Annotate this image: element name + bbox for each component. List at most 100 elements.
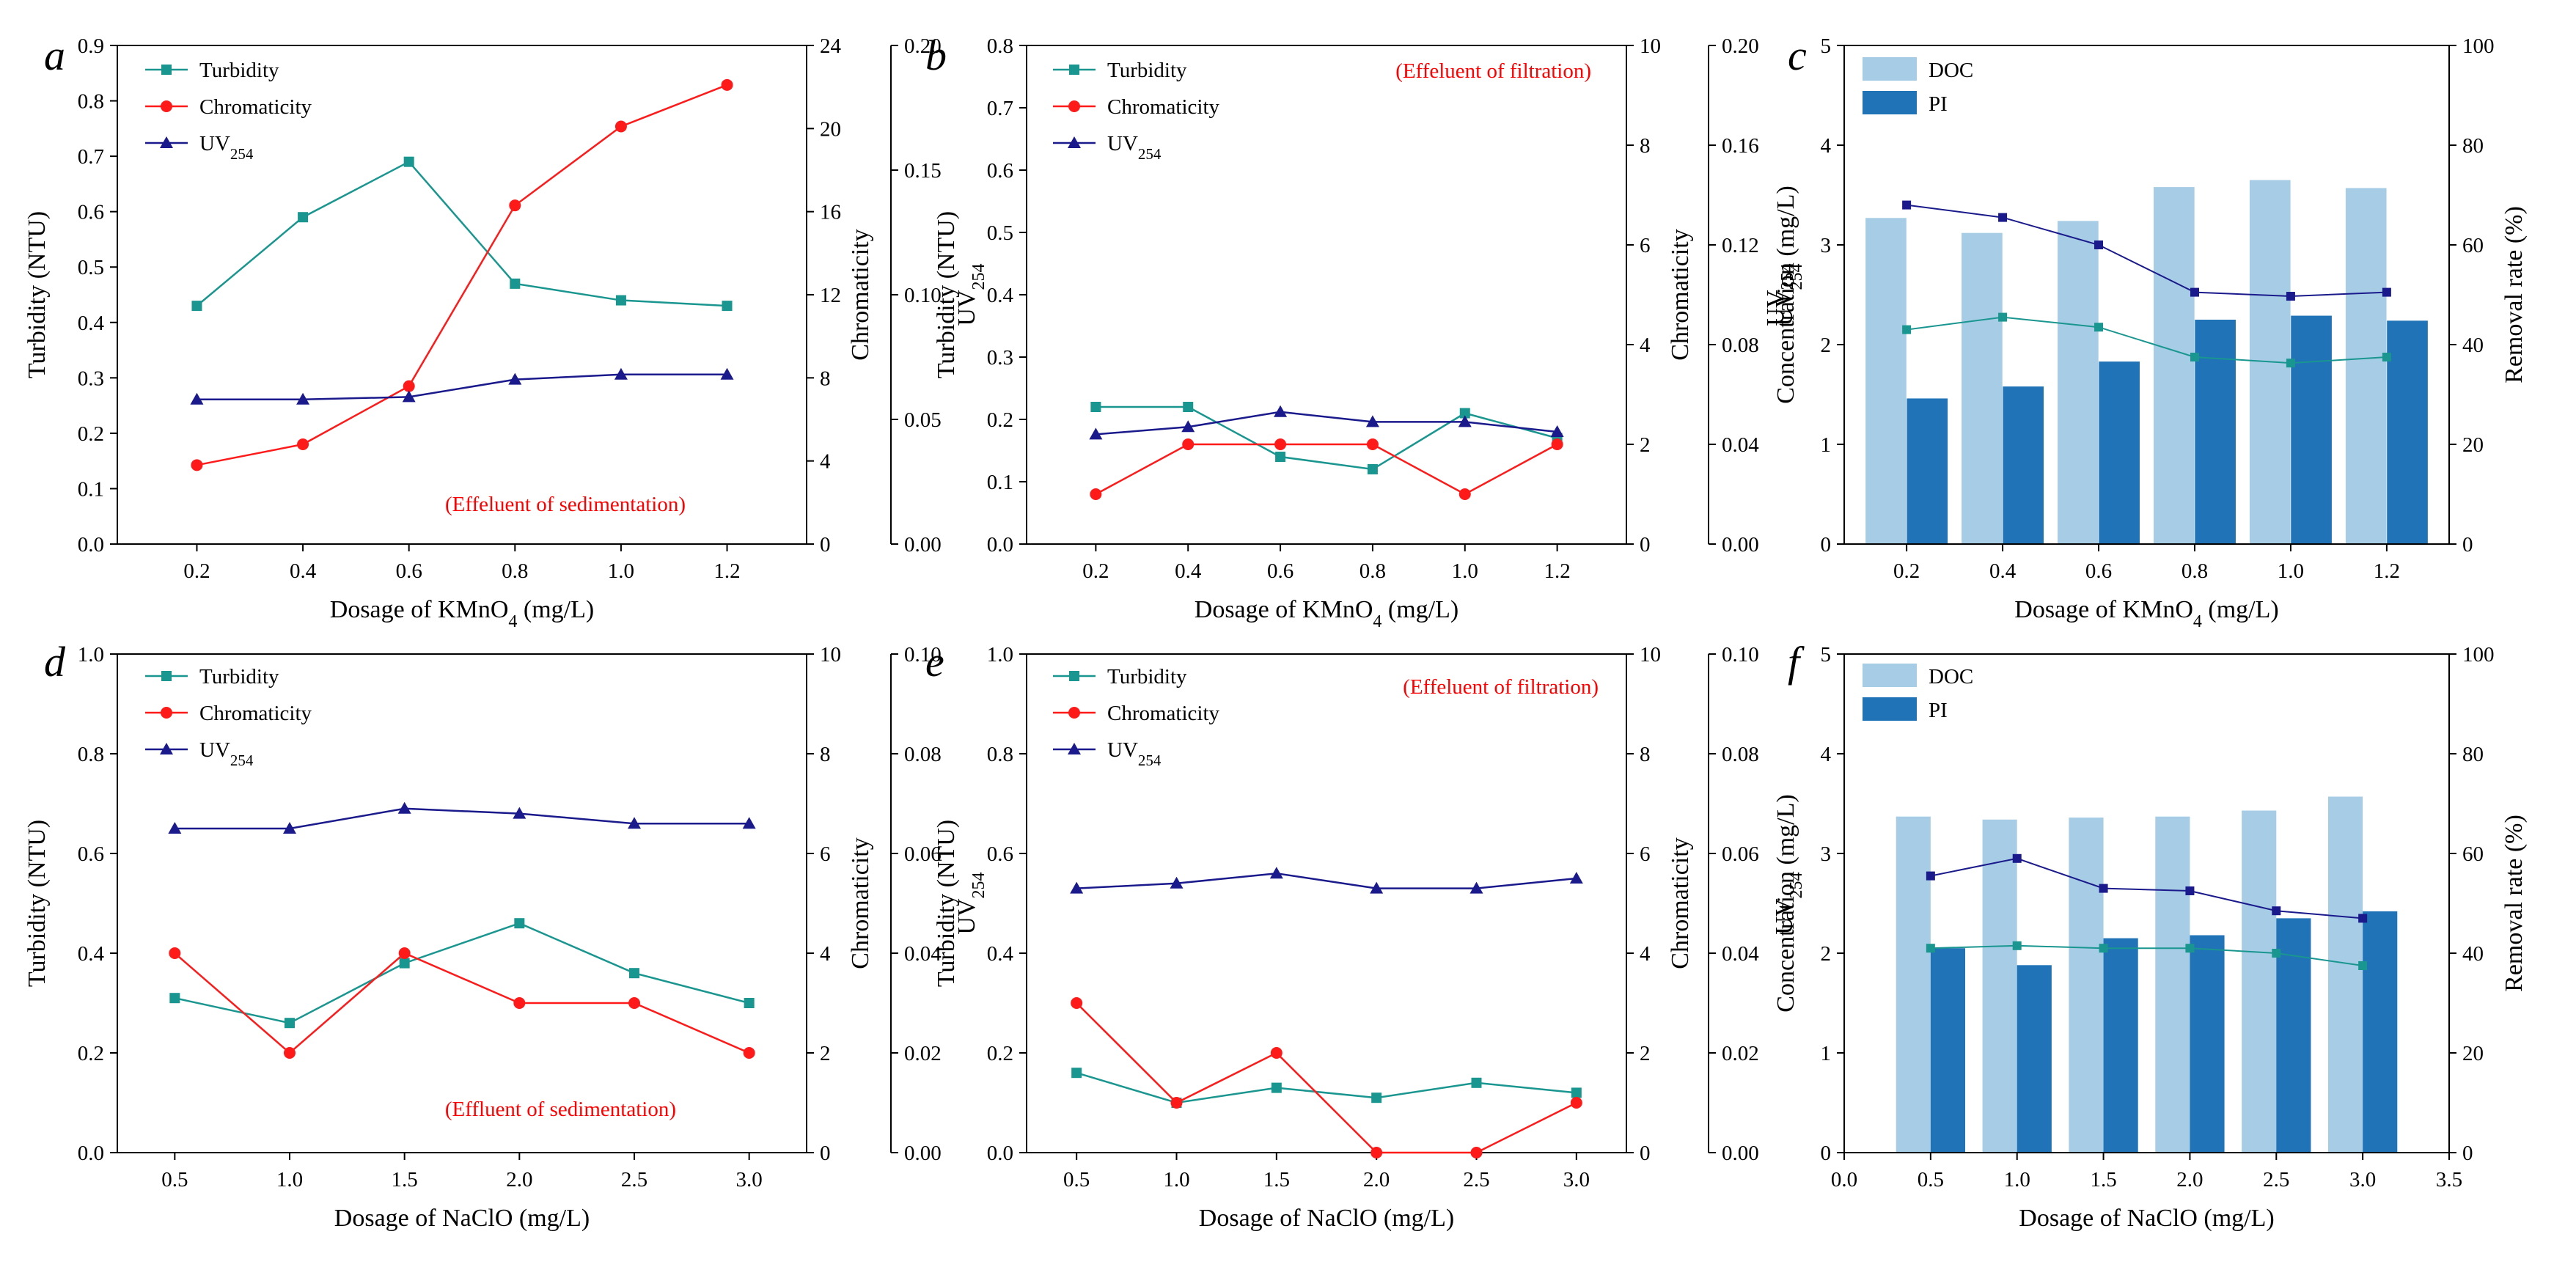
y-tick-label: 0.20 xyxy=(904,34,942,58)
y-axis-title-text: Removal rate (%) xyxy=(2500,206,2528,383)
y-tick-label: 0.4 xyxy=(987,942,1014,966)
y-tick-label: 0.1 xyxy=(78,477,104,501)
legend-label-main: Chromaticity xyxy=(1107,702,1220,725)
y-axis-title-text: Turbidity (NTU) xyxy=(933,211,960,378)
series-point-0-0 xyxy=(191,301,202,312)
series-line-2 xyxy=(175,807,749,830)
legend-label: DOC xyxy=(1929,59,1973,82)
x-axis-title: Dosage of KMnO4 (mg/L) xyxy=(330,596,594,631)
y-tick-label: 0.0 xyxy=(987,533,1013,557)
x-tick-label: 0.5 xyxy=(1063,1168,1090,1191)
plot-frame xyxy=(117,653,807,1153)
y-tick-label: 10 xyxy=(820,643,841,666)
y-tick-label: 80 xyxy=(2462,134,2484,158)
series-point-1-4 xyxy=(1458,488,1471,500)
series-point-0-0 xyxy=(169,993,180,1004)
series-line-0 xyxy=(1906,204,2387,298)
y-tick-label: 0.6 xyxy=(987,159,1013,183)
legend-label-main: Chromaticity xyxy=(199,702,312,725)
y-axis-title-text: Turbidity (NTU) xyxy=(23,820,51,987)
y-tick-label: 0 xyxy=(820,1142,831,1165)
legend-label: UV254 xyxy=(1107,132,1162,163)
panel-label: f xyxy=(1788,638,1805,686)
panel-d: 0.5 1.0 1.5 2.0 2.5 3.0 Dosage of NaClO (mg/L)… xyxy=(23,638,988,1232)
bar-doc-0 xyxy=(1896,816,1931,1153)
series-point-1-2 xyxy=(1274,438,1287,450)
bar-pi-2 xyxy=(2099,361,2140,544)
legend-marker xyxy=(161,65,172,75)
panel-label: e xyxy=(925,638,944,686)
legend-label-main: Turbidity xyxy=(199,59,279,82)
legend-label-main: UV xyxy=(1107,738,1138,762)
y-tick-label: 0 xyxy=(820,533,831,557)
x-axis-title: Dosage of KMnO4 (mg/L) xyxy=(1195,596,1458,631)
legend-label: UV254 xyxy=(199,738,254,769)
series-point-0-3 xyxy=(514,918,525,929)
series-point-0-1 xyxy=(298,212,309,223)
y-tick-label: 0.12 xyxy=(1722,234,1759,257)
bar-doc-3 xyxy=(2153,187,2195,544)
x-axis-title: Dosage of NaClO (mg/L) xyxy=(2019,1205,2274,1232)
y-tick-label: 60 xyxy=(2462,234,2484,257)
y-axis-title: Chromaticity xyxy=(1667,837,1694,969)
series-point-2-4 xyxy=(1458,415,1472,427)
y-tick-label: 0.2 xyxy=(987,1042,1013,1065)
y-tick-label: 0.00 xyxy=(904,1142,942,1165)
legend: DOC PI xyxy=(1863,664,1973,722)
x-tick-label: 0.5 xyxy=(161,1168,188,1191)
legend-marker xyxy=(1068,136,1081,148)
y-tick-label: 0.0 xyxy=(78,1142,104,1165)
legend-marker xyxy=(1068,707,1080,719)
legend-label: PI xyxy=(1929,699,1948,722)
y-tick-label: 0.0 xyxy=(987,1142,1013,1165)
y-axis-title: Chromaticity xyxy=(847,229,874,360)
series-point-1-0 xyxy=(1090,488,1102,500)
y-tick-label: 80 xyxy=(2462,743,2484,766)
y-axis-title: Chromaticity xyxy=(1667,229,1694,360)
y-axis-title-sub: 254 xyxy=(969,872,988,898)
x-tick-label: 1.0 xyxy=(1163,1168,1189,1191)
y-tick-label: 0.9 xyxy=(78,34,104,58)
x-axis-title-sub: 4 xyxy=(508,612,517,631)
x-tick-label: 0.2 xyxy=(1082,559,1109,583)
y-axis-title-main: UV xyxy=(953,898,980,935)
legend-marker xyxy=(161,671,172,681)
y-tick-label: 0.04 xyxy=(1722,433,1759,457)
y-tick-label: 1.0 xyxy=(78,643,104,666)
series-point-1-2 xyxy=(2099,944,2108,953)
series-line-1 xyxy=(1930,944,2363,966)
y-tick-label: 1.0 xyxy=(987,643,1013,666)
series-point-1-2 xyxy=(2094,323,2104,332)
y-tick-label: 4 xyxy=(1640,942,1651,966)
x-tick-label: 2.0 xyxy=(506,1168,532,1191)
y-tick-label: 8 xyxy=(820,743,831,766)
y-tick-label: 0.10 xyxy=(904,643,942,666)
y-tick-label: 100 xyxy=(2462,643,2495,666)
bar-doc-2 xyxy=(2058,221,2099,544)
legend-marker xyxy=(161,707,172,719)
x-axis-title-main: Dosage of NaClO (mg/L) xyxy=(2019,1205,2274,1232)
bar-pi-3 xyxy=(2195,320,2236,544)
series-point-1-3 xyxy=(2190,353,2199,361)
panel-label: a xyxy=(44,32,65,79)
y-axis-title-main: UV xyxy=(1771,290,1798,326)
y-tick-label: 0.00 xyxy=(904,533,942,557)
series-point-0-5 xyxy=(2382,287,2391,297)
y-tick-label: 0.0 xyxy=(78,533,104,557)
x-axis-title-sub: 4 xyxy=(1373,612,1381,631)
y-tick-label: 5 xyxy=(1821,643,1832,666)
y-tick-label: 0.1 xyxy=(987,471,1013,494)
series-line-0 xyxy=(1096,405,1557,471)
legend-marker xyxy=(160,136,173,148)
y-axis-title: Turbidity (NTU) xyxy=(23,211,51,378)
bar-doc-2 xyxy=(2069,818,2104,1153)
series-point-1-2 xyxy=(403,380,415,392)
x-tick-label: 1.0 xyxy=(1452,559,1478,583)
y-tick-label: 0.04 xyxy=(1722,942,1759,966)
series-point-2-1 xyxy=(296,392,310,405)
plot-frame xyxy=(1026,653,1627,1153)
x-tick-label: 2.5 xyxy=(621,1168,647,1191)
y-tick-label: 0 xyxy=(1640,533,1651,557)
series-line-2 xyxy=(197,373,727,401)
